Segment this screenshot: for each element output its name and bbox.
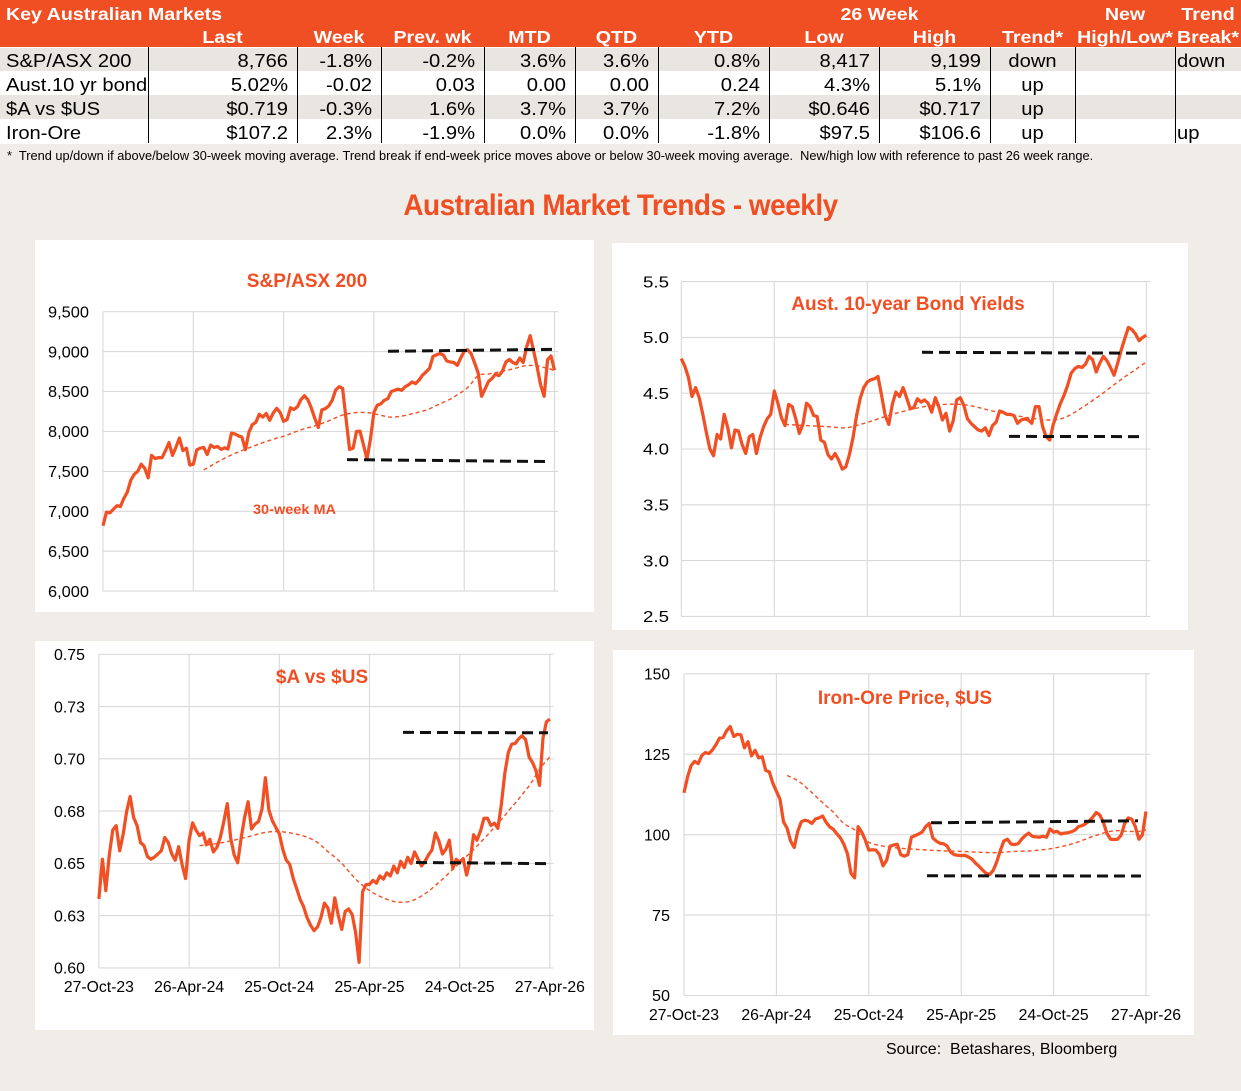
svg-text:Iron-Ore Price, $US: Iron-Ore Price, $US [818,688,992,709]
svg-text:0.70: 0.70 [54,752,85,769]
svg-text:26-Apr-24: 26-Apr-24 [154,979,224,996]
svg-text:25-Oct-24: 25-Oct-24 [244,979,314,996]
svg-text:24-Oct-25: 24-Oct-25 [1019,1007,1089,1024]
svg-text:3.5: 3.5 [643,498,669,515]
svg-text:125: 125 [644,747,670,764]
svg-text:5.5: 5.5 [643,274,669,291]
svg-text:25-Oct-24: 25-Oct-24 [834,1007,904,1024]
svg-text:27-Oct-23: 27-Oct-23 [64,979,134,996]
svg-text:150: 150 [644,667,670,684]
svg-text:S&P/ASX 200: S&P/ASX 200 [247,271,367,292]
svg-text:9,000: 9,000 [48,344,89,361]
svg-text:27-Oct-23: 27-Oct-23 [649,1007,719,1024]
svg-text:100: 100 [644,827,670,844]
svg-text:0.73: 0.73 [54,699,85,716]
svg-text:2.5: 2.5 [643,609,669,626]
svg-text:27-Apr-26: 27-Apr-26 [1111,1007,1181,1024]
svg-text:0.65: 0.65 [54,856,85,873]
svg-text:75: 75 [652,908,670,925]
svg-text:8,000: 8,000 [48,424,89,441]
svg-text:50: 50 [652,988,670,1005]
svg-text:25-Apr-25: 25-Apr-25 [926,1007,996,1024]
svg-text:Aust. 10-year Bond Yields: Aust. 10-year Bond Yields [791,294,1024,315]
svg-text:0.60: 0.60 [54,961,85,978]
svg-text:0.75: 0.75 [54,647,85,664]
svg-text:5.0: 5.0 [643,330,669,347]
svg-text:3.0: 3.0 [643,553,669,570]
svg-text:27-Apr-26: 27-Apr-26 [515,979,585,996]
svg-text:8,500: 8,500 [48,384,89,401]
svg-text:6,500: 6,500 [48,544,89,561]
svg-text:4.5: 4.5 [643,386,669,403]
svg-text:9,500: 9,500 [48,304,89,321]
svg-text:7,500: 7,500 [48,464,89,481]
svg-text:25-Apr-25: 25-Apr-25 [335,979,405,996]
svg-text:0.63: 0.63 [54,908,85,925]
svg-text:24-Oct-25: 24-Oct-25 [425,979,495,996]
svg-text:6,000: 6,000 [48,584,89,601]
svg-text:4.0: 4.0 [643,442,669,459]
svg-text:$A vs $US: $A vs $US [276,667,368,688]
svg-text:30-week MA: 30-week MA [253,502,336,517]
svg-text:0.68: 0.68 [54,804,85,821]
svg-text:7,000: 7,000 [48,504,89,521]
svg-text:26-Apr-24: 26-Apr-24 [741,1007,811,1024]
